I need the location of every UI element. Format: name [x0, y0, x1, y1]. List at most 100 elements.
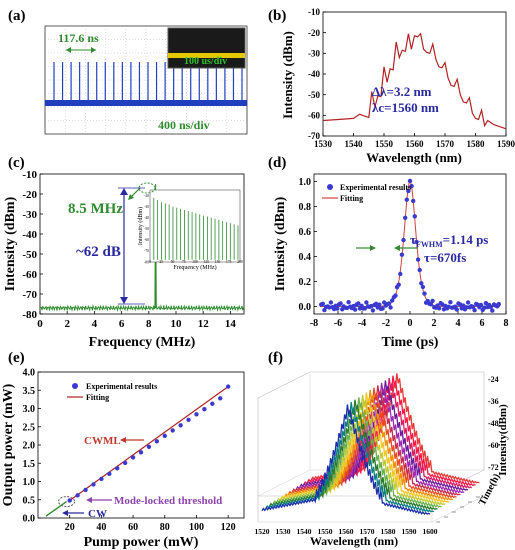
data-point	[320, 301, 325, 306]
data-point	[194, 412, 199, 417]
waterfall-series	[261, 373, 480, 515]
data-point	[218, 396, 223, 401]
data-point	[202, 407, 207, 412]
legend-label-experimental: Experimental results	[340, 183, 411, 192]
x-tick-label: 1530	[276, 527, 291, 536]
waterfall-line	[261, 404, 431, 515]
data-point	[454, 307, 459, 312]
panel-c: (c) 0 2 4 6 8 10 12 14-80-70-60-50-40-30-20-10 …	[3, 155, 245, 350]
data-point	[446, 304, 451, 309]
axis-ticks-c: 0 2 4 6 8 10 12 14 -80 -70 -60 -50 -40 -30 -20 -10	[22, 169, 236, 330]
data-point	[448, 300, 453, 305]
y-tick-label: -50	[22, 249, 37, 261]
data-point	[478, 302, 484, 308]
data-point	[398, 271, 403, 277]
data-point	[411, 198, 416, 204]
y-tick-label: 1.0	[23, 477, 36, 488]
output-power-points	[67, 384, 231, 503]
panel-f: (f) 1520 1530 1540 1550 1560 1570 1580 1590 1600…	[255, 350, 510, 548]
x-tick-label: 1520	[255, 527, 270, 536]
axis-ticks-b: 1530 1540 1550 1560 1570 1580 1590 -70 -60 -50 -40…	[308, 7, 515, 149]
cwml-arrowhead	[120, 437, 126, 443]
y-tick-label: -60	[22, 269, 37, 281]
data-point	[75, 493, 80, 498]
panel-label-a: (a)	[8, 8, 26, 24]
data-point	[386, 301, 392, 306]
fwhm-subscript: FWHM	[416, 240, 443, 249]
data-point	[419, 281, 424, 286]
data-point	[406, 188, 411, 194]
threshold-circle	[58, 496, 76, 508]
data-point	[488, 304, 493, 310]
data-point	[415, 257, 421, 262]
x-axis-label-d: Time (ps)	[382, 335, 439, 350]
inset-trace	[168, 53, 245, 58]
data-point	[401, 237, 406, 243]
panel-b: (b) 1530 1540 1550 1560 1570 1580 1590 -70 -60 -5…	[268, 7, 515, 165]
z-tick-label: -48	[488, 419, 499, 428]
y-tick-label: -70	[308, 131, 320, 141]
x-tick-label: 1600	[423, 527, 438, 536]
fwhm-tau: τ	[410, 232, 416, 247]
y-tick-label: 0.6	[299, 227, 312, 238]
x-tick-label: 1580	[381, 527, 396, 536]
spectrum-line	[322, 32, 507, 130]
axis-ticks-e: 20 40 60 80 100 120 0.0 0.5 1.0 1.5 2.0 2.5 3.0 3.5 4.…	[23, 368, 236, 534]
y-tick-label: -40	[308, 69, 320, 79]
y-tick-label: 0.4	[299, 252, 312, 263]
data-point	[428, 302, 434, 307]
data-point	[417, 267, 422, 273]
data-point	[388, 305, 393, 310]
y-tick-label: 0.0	[299, 302, 312, 313]
y-tick-label: 0.2	[299, 277, 312, 288]
y-tick-label: 0.0	[23, 514, 36, 525]
data-point	[407, 178, 413, 184]
y-axis-label-c: Intensity (dBm)	[3, 196, 18, 291]
legend-label-experimental-e: Experimental results	[86, 382, 157, 391]
x-tick-label: 1590	[497, 139, 515, 149]
x-tick-label: 4	[456, 318, 461, 329]
fwhm-arrowhead-right	[394, 245, 400, 251]
x-tick-label: 20	[65, 522, 75, 533]
data-point	[414, 239, 419, 245]
peak-arrowhead	[128, 194, 134, 200]
data-point	[496, 301, 501, 307]
y-axis-label-e: Output power (mW)	[1, 383, 16, 506]
data-point	[91, 482, 96, 487]
data-point	[115, 466, 120, 471]
y-tick-label: 0.5	[23, 495, 36, 506]
x-tick-label: 14	[225, 318, 237, 330]
panel-label-d: (d)	[268, 155, 286, 171]
fwhm-arrowhead-left	[370, 245, 376, 251]
axis-ticks-d: -8 -6 -4 -2 0 2 4 6 8 0.0 0.2 0.4 0.6 0.8 1.0	[299, 177, 509, 329]
cw-label: CW	[88, 508, 107, 520]
bandwidth-label: Δλ=3.2 nm	[372, 84, 432, 99]
data-point	[170, 428, 175, 433]
inset-x-label: Frequency (MHz)	[173, 264, 216, 271]
data-point	[464, 305, 469, 310]
x-tick-label: 1560	[339, 527, 354, 536]
y-tick-label: 2.5	[23, 422, 36, 433]
panel-d: (d) -8 -6 -4 -2 0 2 4 6 8 0.0 0.2 0.4 0.6 0.8 1.0 Expe…	[268, 155, 509, 350]
z-tick-label: -24	[488, 375, 499, 384]
data-point	[154, 439, 160, 444]
period-label: 117.6 ns	[58, 31, 99, 45]
y-tick-label: 1.5	[23, 459, 36, 470]
inset-x-tick: 50	[171, 260, 175, 264]
data-point	[396, 282, 401, 287]
data-point	[390, 298, 395, 303]
panel-e: (e) 20 40 60 80 100 120 0.0 0.5 1.0 1.5 2.0 2.5 3.0 3…	[1, 350, 245, 550]
inset-y-tick: -20	[144, 194, 149, 198]
z-tick-label: -60	[488, 441, 499, 450]
data-point	[146, 444, 152, 450]
data-point	[130, 455, 136, 460]
legend-marker-experimental-e	[72, 383, 78, 389]
x-tick-label: 1560	[406, 139, 425, 149]
data-point	[430, 298, 435, 304]
data-point	[338, 301, 343, 306]
x-tick-label: 1540	[345, 139, 364, 149]
x-tick-label: 1570	[436, 139, 455, 149]
x-tick-label: 0	[37, 318, 43, 330]
data-point	[422, 291, 427, 296]
